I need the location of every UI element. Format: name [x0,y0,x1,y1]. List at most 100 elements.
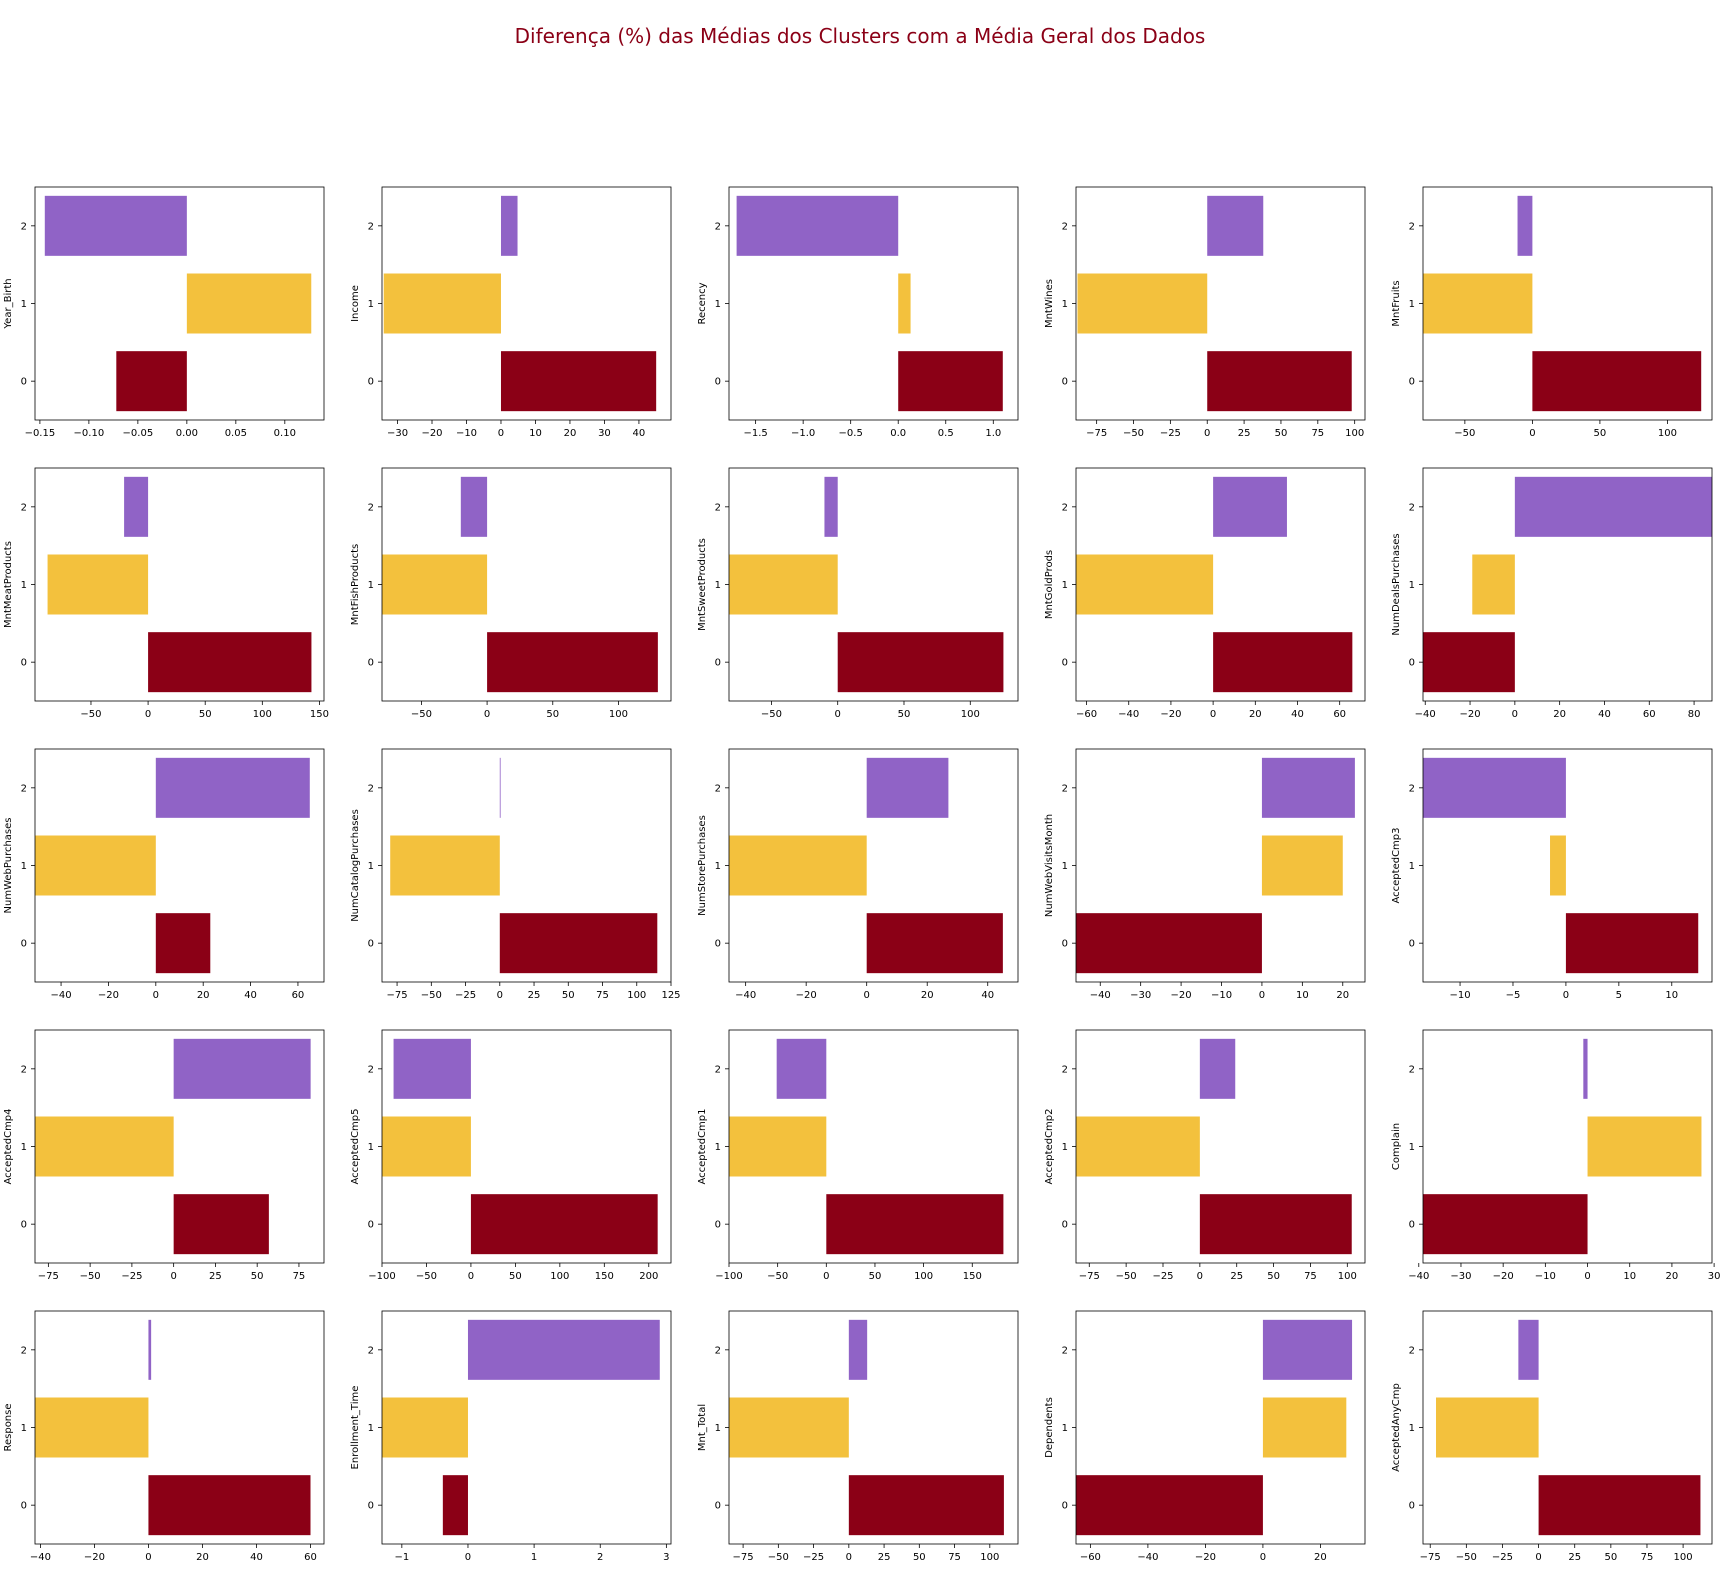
x-tick-label: 150 [595,1271,614,1282]
y-tick-label: 0 [1062,1501,1068,1512]
subplot-response: −40 −20 0 20 40 60 0 1 2 Response [3,1310,325,1563]
bar-cluster-1 [382,554,488,615]
y-tick-label: 2 [368,502,374,513]
bar-cluster-1 [1262,1397,1347,1458]
x-tick-label: 0 [1512,709,1518,720]
y-tick-label: 1 [368,861,374,872]
x-tick-label: 100 [1674,1552,1693,1563]
bar-cluster-2 [1518,1319,1539,1380]
x-tick-label: 0 [145,1552,151,1563]
x-tick-label: 100 [253,709,272,720]
x-tick-label: 0 [1563,990,1569,1001]
bar-cluster-1 [729,554,838,615]
y-tick-label: 1 [715,1423,721,1434]
y-tick-label: 0 [1062,1220,1068,1231]
x-tick-label: 125 [661,990,680,1001]
x-tick-label: 25 [528,990,541,1001]
y-tick-label: 0 [1409,658,1415,669]
x-tick-label: 150 [963,1271,982,1282]
bar-cluster-0 [1207,351,1352,412]
subplot-acceptedcmp3: −10 −5 0 5 10 0 1 2 AcceptedCmp3 [1391,748,1713,1001]
x-tick-label: 0 [145,709,151,720]
y-tick-label: 2 [1409,221,1415,232]
y-tick-label: 0 [1062,377,1068,388]
x-tick-label: 0.00 [176,428,198,439]
x-tick-label: −50 [767,1271,788,1282]
x-tick-label: 20 [196,1552,209,1563]
x-tick-label: 0 [846,1552,852,1563]
x-tick-label: −50 [768,1552,789,1563]
y-axis-label: Enrollment_Time [350,1386,361,1470]
x-tick-label: −30 [1450,1271,1471,1282]
x-tick-label: 100 [1338,1271,1357,1282]
x-tick-label: −20 [1160,709,1181,720]
x-tick-label: −30 [387,428,408,439]
bar-cluster-0 [898,351,1003,412]
bar-cluster-2 [866,757,949,818]
y-tick-label: 1 [21,580,27,591]
y-tick-label: 0 [21,377,27,388]
x-tick-label: 5 [1616,990,1622,1001]
x-tick-label: 0 [497,990,503,1001]
x-tick-label: 20 [921,990,934,1001]
x-tick-label: −20 [1493,1271,1514,1282]
y-tick-label: 1 [368,1423,374,1434]
x-tick-label: 10 [1665,990,1678,1001]
bar-cluster-0 [1565,913,1699,974]
x-tick-label: 0.05 [225,428,247,439]
bar-cluster-2 [776,1038,827,1099]
x-tick-label: 75 [948,1552,961,1563]
y-axis-label: Response [3,1403,14,1451]
y-tick-label: 0 [368,1220,374,1231]
y-axis-label: Recency [697,282,708,324]
x-tick-label: −40 [1090,990,1111,1001]
x-tick-label: 0 [468,1271,474,1282]
bar-cluster-1 [729,1397,849,1458]
y-tick-label: 0 [368,377,374,388]
y-tick-label: 1 [21,861,27,872]
subplot-numwebpurchases: −40 −20 0 20 40 60 0 1 2 NumWebPurchases [3,748,325,1001]
subplot-mntmeatproducts: −50 0 50 100 150 0 1 2 MntMeatProducts [3,467,329,720]
x-tick-label: −50 [1116,1271,1137,1282]
x-tick-label: −75 [1420,1552,1441,1563]
x-tick-label: −50 [421,990,442,1001]
x-tick-label: −40 [735,990,756,1001]
x-tick-label: 0 [153,990,159,1001]
x-tick-label: 25 [1568,1552,1581,1563]
x-tick-label: 25 [878,1552,891,1563]
subplot-acceptedanycmp: −75 −50 −25 0 25 50 75 100 0 1 2 AcceptedAnyCmp [1391,1310,1713,1563]
bar-cluster-2 [173,1038,311,1099]
bar-cluster-1 [382,1116,471,1177]
x-tick-label: −0.5 [839,428,863,439]
y-tick-label: 0 [1409,1220,1415,1231]
x-tick-label: −60 [1080,1552,1101,1563]
x-tick-label: −10 [1211,990,1232,1001]
bar-cluster-1 [1076,1116,1200,1177]
y-axis-label: Mnt_Total [697,1404,708,1451]
x-tick-label: −40 [51,990,72,1001]
y-tick-label: 1 [1062,1423,1068,1434]
x-tick-label: −1 [394,1552,409,1563]
x-tick-label: −25 [1492,1552,1513,1563]
y-axis-label: Complain [1391,1123,1402,1170]
y-tick-label: 2 [21,502,27,513]
x-tick-label: 50 [1604,1552,1617,1563]
x-tick-label: 50 [869,1271,882,1282]
y-tick-label: 0 [715,377,721,388]
bar-cluster-1 [47,554,149,615]
y-tick-label: 2 [715,221,721,232]
x-tick-label: 60 [292,990,305,1001]
x-tick-label: −20 [1171,990,1192,1001]
subplot-recency: −1.5 −1.0 −0.5 0.0 0.5 1.0 0 1 2 Recency [697,186,1019,439]
bar-cluster-0 [837,632,1004,693]
x-tick-label: −10 [456,428,477,439]
x-tick-label: 20 [564,428,577,439]
x-tick-label: −20 [84,1552,105,1563]
x-tick-label: 40 [1598,709,1611,720]
y-tick-label: 0 [368,1501,374,1512]
x-tick-label: 0 [823,1271,829,1282]
x-tick-label: −40 [1415,709,1436,720]
subplot-acceptedcmp4: −75 −50 −25 0 25 50 75 0 1 2 AcceptedCmp4 [3,1029,325,1282]
x-tick-label: 0 [864,990,870,1001]
x-tick-label: 40 [981,990,994,1001]
